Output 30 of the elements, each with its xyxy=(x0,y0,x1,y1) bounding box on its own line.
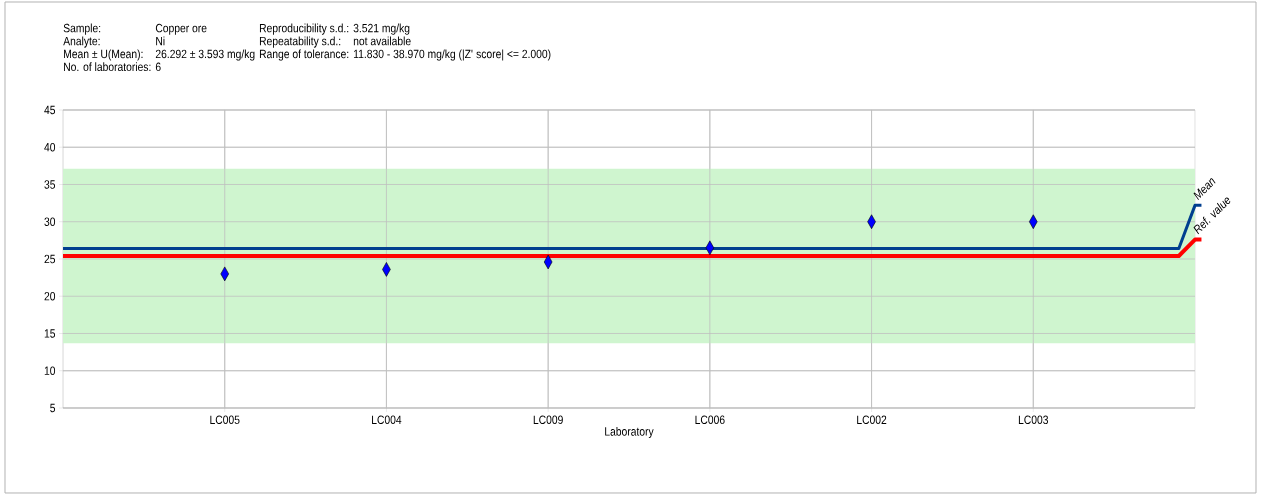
y-tick-label: 45 xyxy=(44,105,56,115)
y-tick-label: 10 xyxy=(44,366,56,375)
y-tick-label: 25 xyxy=(44,254,56,264)
x-tick-label: LC002 xyxy=(857,415,887,425)
text: Mean ± U(Mean): xyxy=(64,49,143,61)
text: Repeatability s.d.: xyxy=(259,36,341,48)
x-tick-label: LC003 xyxy=(1018,415,1049,425)
text: 11.830 - 38.970 mg/kg (|Z' score| <= 2.000) xyxy=(353,49,551,61)
text: 6 xyxy=(155,62,161,72)
y-tick-label: 5 xyxy=(50,403,56,413)
text: Analyte: xyxy=(63,36,100,48)
text: Reproducibility s.d.: xyxy=(259,23,349,35)
y-tick-label: 35 xyxy=(44,180,56,189)
x-tick-label: LC005 xyxy=(210,415,240,425)
text: No. of laboratories: xyxy=(64,62,151,72)
text: Sample: xyxy=(63,23,101,35)
text: not available xyxy=(353,36,411,46)
text: Range of tolerance: xyxy=(259,49,349,61)
text: Ni xyxy=(156,36,165,46)
text: Copper ore xyxy=(155,23,207,35)
x-tick-label: LC006 xyxy=(695,415,725,425)
y-tick-label: 15 xyxy=(44,329,56,338)
y-tick-label: 30 xyxy=(44,217,56,226)
x-tick-label: LC004 xyxy=(372,415,402,425)
text: 3.521 mg/kg xyxy=(353,23,410,35)
y-tick-label: 20 xyxy=(44,291,56,301)
y-tick-label: 40 xyxy=(44,143,56,152)
x-axis-title: Laboratory xyxy=(605,426,654,439)
x-tick-label: LC009 xyxy=(533,415,563,425)
text: 26.292 ± 3.593 mg/kg xyxy=(155,49,255,61)
